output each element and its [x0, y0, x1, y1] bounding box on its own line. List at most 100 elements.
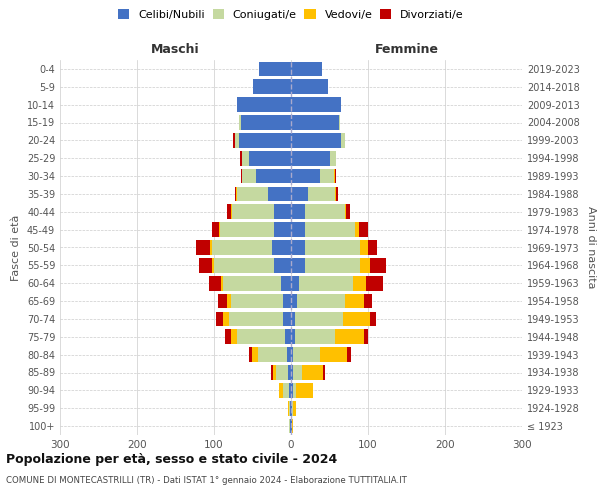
Bar: [242, 168, 256, 184]
Bar: [335, 151, 337, 166]
Bar: [212, 240, 272, 255]
Bar: [231, 204, 232, 219]
Bar: [221, 276, 223, 290]
Bar: [341, 133, 345, 148]
Bar: [320, 348, 347, 362]
Bar: [329, 151, 335, 166]
Bar: [291, 383, 293, 398]
Bar: [343, 312, 370, 326]
Bar: [252, 348, 258, 362]
Bar: [212, 222, 220, 237]
Bar: [196, 240, 210, 255]
Bar: [274, 258, 291, 272]
Bar: [335, 186, 337, 201]
Bar: [258, 348, 287, 362]
Bar: [212, 258, 214, 272]
Bar: [345, 294, 364, 308]
Bar: [227, 294, 231, 308]
Bar: [305, 258, 360, 272]
Bar: [291, 186, 308, 201]
Bar: [214, 258, 274, 272]
Bar: [368, 240, 377, 255]
Bar: [299, 276, 353, 290]
Bar: [291, 133, 341, 148]
Bar: [274, 222, 291, 237]
Text: COMUNE DI MONTECASTRILLI (TR) - Dati ISTAT 1° gennaio 2024 - Elaborazione TUTTIT: COMUNE DI MONTECASTRILLI (TR) - Dati IST…: [6, 476, 407, 485]
Bar: [239, 115, 241, 130]
Bar: [291, 151, 329, 166]
Bar: [291, 222, 305, 237]
Bar: [308, 186, 335, 201]
Bar: [291, 312, 295, 326]
Bar: [218, 294, 227, 308]
Bar: [334, 168, 335, 184]
Bar: [320, 168, 334, 184]
Bar: [229, 312, 283, 326]
Bar: [370, 312, 376, 326]
Bar: [323, 365, 325, 380]
Bar: [199, 258, 212, 272]
Bar: [237, 98, 291, 112]
Bar: [353, 276, 367, 290]
Bar: [355, 222, 359, 237]
Y-axis label: Fasce di età: Fasce di età: [11, 214, 21, 280]
Bar: [227, 204, 231, 219]
Bar: [237, 330, 285, 344]
Bar: [271, 365, 272, 380]
Bar: [272, 240, 291, 255]
Bar: [233, 133, 235, 148]
Legend: Celibi/Nubili, Coniugati/e, Vedovi/e, Divorziati/e: Celibi/Nubili, Coniugati/e, Vedovi/e, Di…: [118, 10, 464, 20]
Bar: [293, 365, 302, 380]
Text: Maschi: Maschi: [151, 44, 200, 56]
Bar: [209, 276, 221, 290]
Bar: [287, 348, 291, 362]
Bar: [235, 133, 239, 148]
Bar: [305, 222, 355, 237]
Bar: [291, 365, 293, 380]
Bar: [295, 312, 343, 326]
Bar: [345, 204, 346, 219]
Y-axis label: Anni di nascita: Anni di nascita: [586, 206, 596, 289]
Bar: [239, 133, 291, 148]
Bar: [302, 365, 323, 380]
Bar: [370, 258, 386, 272]
Bar: [240, 151, 242, 166]
Bar: [293, 401, 296, 415]
Bar: [290, 419, 291, 434]
Bar: [283, 294, 291, 308]
Bar: [305, 204, 345, 219]
Bar: [339, 115, 340, 130]
Bar: [360, 258, 370, 272]
Bar: [293, 383, 296, 398]
Bar: [280, 383, 283, 398]
Bar: [293, 348, 320, 362]
Bar: [225, 330, 231, 344]
Bar: [359, 222, 368, 237]
Bar: [283, 383, 289, 398]
Bar: [220, 222, 274, 237]
Bar: [274, 204, 291, 219]
Bar: [289, 419, 290, 434]
Bar: [292, 401, 293, 415]
Bar: [272, 365, 277, 380]
Bar: [223, 312, 229, 326]
Bar: [364, 294, 372, 308]
Bar: [291, 276, 299, 290]
Bar: [291, 348, 293, 362]
Bar: [295, 330, 335, 344]
Bar: [248, 151, 291, 166]
Bar: [241, 115, 291, 130]
Bar: [223, 276, 281, 290]
Bar: [305, 240, 360, 255]
Bar: [291, 204, 305, 219]
Bar: [291, 240, 305, 255]
Bar: [232, 204, 274, 219]
Bar: [291, 168, 320, 184]
Bar: [346, 204, 350, 219]
Bar: [290, 401, 291, 415]
Bar: [253, 80, 291, 94]
Bar: [296, 383, 313, 398]
Bar: [291, 98, 341, 112]
Text: Popolazione per età, sesso e stato civile - 2024: Popolazione per età, sesso e stato civil…: [6, 452, 337, 466]
Bar: [235, 186, 236, 201]
